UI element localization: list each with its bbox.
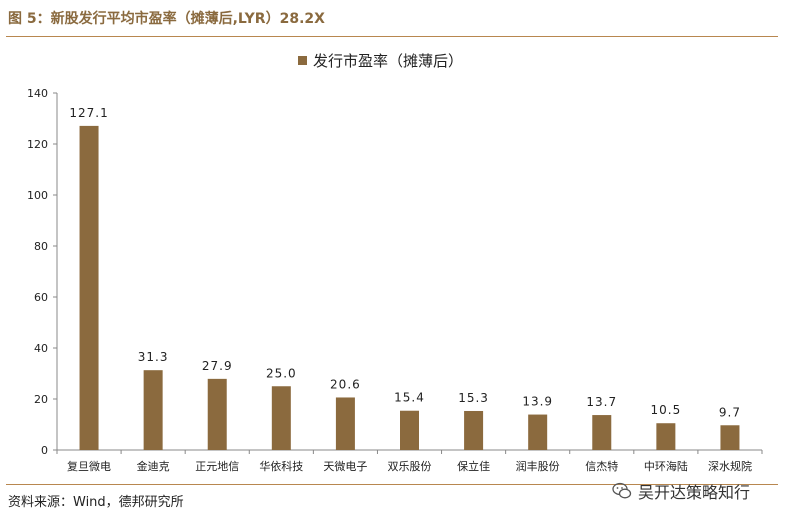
category-label: 天微电子 bbox=[323, 459, 367, 473]
y-tick-label: 20 bbox=[34, 393, 48, 406]
wechat-icon bbox=[612, 482, 632, 499]
category-label: 保立佳 bbox=[457, 459, 490, 473]
chart-axes: 0 20 40 60 80 100 120 140 bbox=[27, 87, 763, 457]
top-rule bbox=[6, 36, 778, 37]
category-label: 中环海陆 bbox=[644, 459, 688, 473]
data-label: 9.7 bbox=[719, 405, 741, 419]
category-label: 双乐股份 bbox=[388, 460, 432, 473]
bar bbox=[720, 425, 740, 450]
data-label: 127.1 bbox=[69, 106, 108, 120]
data-label: 31.3 bbox=[138, 350, 169, 364]
category-label: 正元地信 bbox=[195, 460, 239, 473]
chart-bars bbox=[79, 125, 740, 451]
data-label: 20.6 bbox=[330, 377, 361, 391]
bar bbox=[143, 370, 163, 450]
y-tick-label: 100 bbox=[27, 189, 48, 202]
chart-legend: 发行市盈率（摊薄后） bbox=[298, 52, 463, 70]
legend-label: 发行市盈率（摊薄后） bbox=[313, 52, 463, 70]
category-label: 华依科技 bbox=[259, 459, 303, 473]
category-label: 润丰股份 bbox=[516, 459, 560, 473]
bar bbox=[400, 410, 419, 450]
bar bbox=[528, 414, 548, 450]
bar bbox=[656, 423, 676, 450]
data-label: 15.3 bbox=[458, 391, 489, 405]
bar-chart: 发行市盈率（摊薄后） 0 20 40 60 80 100 120 140 127.1 复旦微电 3… bbox=[27, 52, 763, 473]
category-label: 复旦微电 bbox=[67, 459, 111, 473]
bottom-rule bbox=[6, 484, 778, 485]
data-label: 15.4 bbox=[394, 391, 425, 405]
data-label: 13.9 bbox=[522, 395, 553, 409]
bar bbox=[592, 415, 612, 450]
source-note: 资料来源：Wind，德邦研究所 bbox=[8, 495, 184, 510]
y-tick-label: 40 bbox=[34, 342, 48, 355]
category-label: 金迪克 bbox=[137, 459, 170, 473]
bar bbox=[79, 125, 99, 451]
data-label: 13.7 bbox=[586, 395, 617, 409]
data-label: 25.0 bbox=[266, 366, 297, 380]
legend-swatch bbox=[298, 56, 307, 65]
bar bbox=[335, 397, 355, 450]
y-tick-label: 120 bbox=[27, 138, 48, 151]
bar bbox=[271, 386, 291, 450]
data-label: 27.9 bbox=[202, 359, 233, 373]
y-tick-label: 140 bbox=[27, 87, 48, 100]
data-label: 10.5 bbox=[651, 403, 682, 417]
watermark: 吴开达策略知行 bbox=[612, 479, 750, 503]
category-label: 深水规院 bbox=[708, 459, 752, 473]
chart-labels: 127.1 复旦微电 31.3 金迪克 27.9 正元地信 25.0 华依科技 20.6 天微电子… bbox=[67, 106, 752, 473]
figure-title: 图 5：新股发行平均市盈率（摊薄后,LYR）28.2X bbox=[8, 11, 325, 27]
watermark-text: 吴开达策略知行 bbox=[638, 483, 751, 502]
y-tick-label: 60 bbox=[34, 291, 48, 304]
category-label: 信杰特 bbox=[585, 459, 618, 473]
y-tick-label: 0 bbox=[41, 444, 48, 457]
bar bbox=[207, 378, 227, 450]
y-tick-label: 80 bbox=[34, 240, 48, 253]
bar bbox=[464, 410, 484, 450]
